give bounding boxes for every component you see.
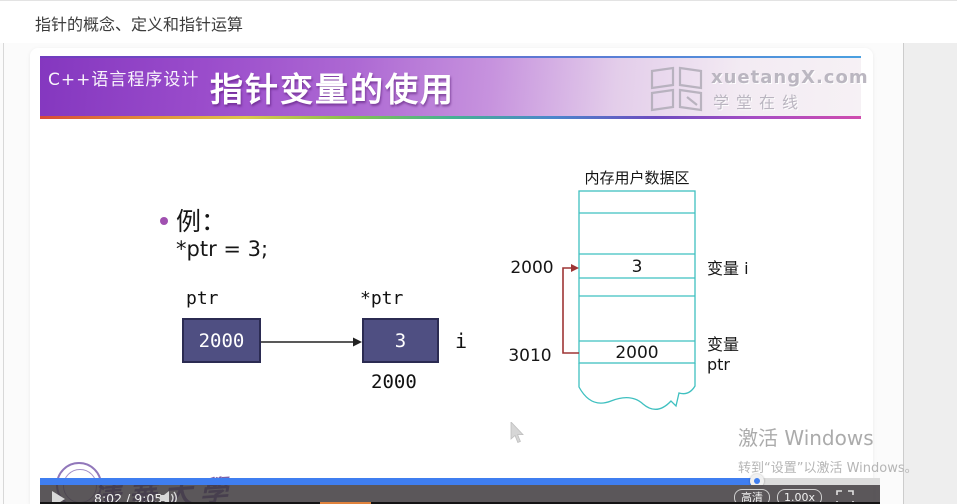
ptr-box: 2000 <box>182 318 261 363</box>
left-edge-line <box>3 1 4 504</box>
memory-label-var-ptr-1: 变量 <box>707 335 739 354</box>
header-rainbow-line <box>40 116 861 119</box>
memory-cell-value-i: 3 <box>632 257 643 277</box>
xuetangx-domain: xuetangX.com <box>711 67 869 88</box>
example-label: 例： <box>176 207 227 236</box>
progress-knob[interactable] <box>750 474 764 488</box>
slide-title: 指针变量的使用 <box>210 70 455 109</box>
memory-cell-value-ptr: 2000 <box>615 343 658 363</box>
memory-address-2000: 2000 <box>510 258 553 278</box>
play-button[interactable] <box>52 491 65 504</box>
pointer-arrow <box>261 337 362 347</box>
quality-button[interactable]: 高清 <box>734 489 770 504</box>
speed-button[interactable]: 1.00x <box>777 489 823 504</box>
deref-box: 3 <box>362 318 439 363</box>
memory-address-3010: 3010 <box>508 346 551 366</box>
xuetangx-name: 学堂在线 <box>713 93 806 112</box>
xuetangx-book-icon <box>650 66 703 112</box>
code-line: *ptr = 3; <box>176 237 269 261</box>
xuetangx-watermark: xuetangX.com 学堂在线 <box>649 63 868 113</box>
activation-line1: 激活 Windows <box>738 426 874 450</box>
red-pointer-arrow <box>562 264 579 354</box>
time-display: 8:02 / 9:05 <box>94 491 163 504</box>
memory-title: 内存用户数据区 <box>584 169 689 187</box>
player-controls: 8:02 / 9:05 高清 1.00x <box>40 485 880 504</box>
top-bar: 指针的概念、定义和指针运算 <box>0 1 957 43</box>
video-card <box>30 48 873 504</box>
memory-diagram: 内存用户数据区 3 2000 2000 3010 变量 i 变量 ptr <box>508 169 749 410</box>
memory-table-grid <box>578 190 696 410</box>
deref-address: 2000 <box>371 371 417 393</box>
bottom-strip-orange-segment <box>320 502 371 504</box>
mouse-cursor-icon <box>510 422 524 444</box>
bottom-strip <box>40 502 880 504</box>
progress-bar[interactable] <box>40 474 880 488</box>
right-rail <box>903 43 957 504</box>
bullet-icon <box>160 217 168 225</box>
slide-header: C++语言程序设计 指针变量的使用 xuetangX.com 学堂在线 <box>40 56 868 119</box>
course-badge: C++语言程序设计 <box>48 70 200 90</box>
activation-line2: 转到“设置”以激活 Windows。 <box>738 461 918 476</box>
memory-label-var-i: 变量 i <box>707 259 749 278</box>
progress-fill <box>40 478 753 485</box>
ptr-box-label: ptr <box>186 288 219 309</box>
header-top-line <box>40 56 861 58</box>
deref-box-label: *ptr <box>360 288 404 309</box>
memory-label-var-ptr-2: ptr <box>707 355 730 374</box>
variable-i-label: i <box>455 329 468 353</box>
windows-activation-watermark: 激活 Windows 转到“设置”以激活 Windows。 <box>738 422 918 476</box>
page-title: 指针的概念、定义和指针运算 <box>35 15 244 34</box>
